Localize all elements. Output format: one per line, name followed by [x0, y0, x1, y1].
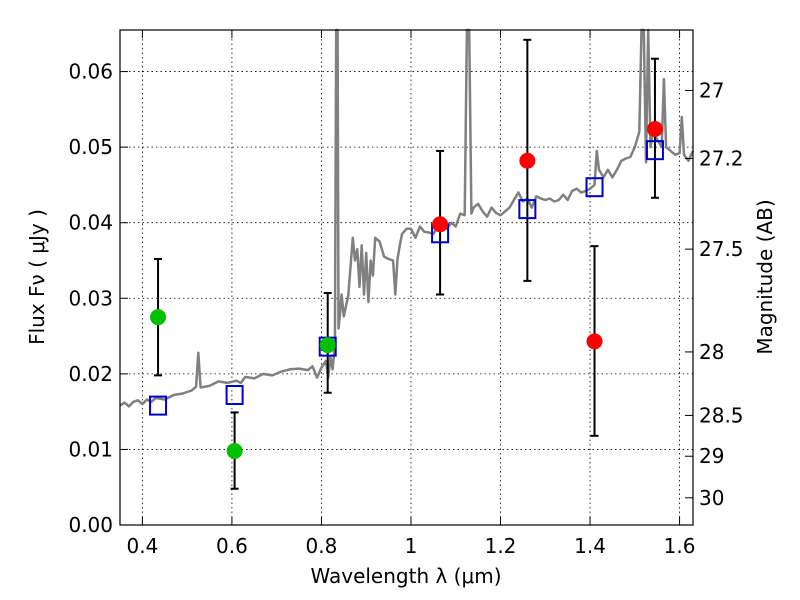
- right-tick-label: 28.5: [699, 403, 744, 427]
- spectrum-series: [119, 28, 695, 408]
- model-flux-square: [149, 395, 168, 416]
- model-flux-square: [518, 199, 537, 220]
- right-tick-label: 27.5: [699, 237, 744, 261]
- axis-ticks: 0.4 0.6 0.8 1 1.2 1.4 1.6 0.00 0.01 0.02 0.03 0.04 0…: [68, 30, 744, 558]
- y-tick-label: 0.01: [68, 437, 113, 461]
- observed-flux-point: [319, 337, 336, 354]
- observed-flux-point: [519, 152, 536, 169]
- x-tick-label: 1.6: [664, 534, 696, 558]
- data-markers: [149, 121, 664, 459]
- observed-flux-point: [226, 442, 243, 459]
- observed-flux-point: [586, 333, 603, 350]
- x-tick-label: 0.6: [216, 534, 248, 558]
- right-tick-label: 27.2: [699, 146, 744, 170]
- x-tick-label: 1.2: [485, 534, 517, 558]
- observed-flux-point: [646, 121, 663, 137]
- model-flux-square: [645, 140, 664, 161]
- model-flux-square: [225, 385, 244, 406]
- x-tick-label: 1: [405, 534, 418, 558]
- y-tick-label: 0.03: [68, 286, 113, 310]
- right-axis-label: Magnitude (AB): [753, 199, 777, 354]
- plot-background: [120, 30, 693, 525]
- y-tick-label: 0.00: [68, 513, 113, 537]
- y-axis-label: Flux Fν ( μJy ): [25, 209, 49, 345]
- right-tick-label: 28: [699, 340, 724, 364]
- y-tick-label: 0.04: [68, 211, 113, 235]
- observed-flux-point: [432, 216, 449, 233]
- y-tick-label: 0.02: [68, 362, 113, 386]
- right-tick-label: 29: [699, 444, 724, 468]
- x-tick-label: 0.8: [306, 534, 338, 558]
- spectrum-line: [119, 28, 695, 408]
- y-tick-label: 0.05: [68, 135, 113, 159]
- y-tick-label: 0.06: [68, 60, 113, 84]
- right-tick-label: 30: [699, 486, 724, 510]
- x-axis-label: Wavelength λ (μm): [310, 564, 501, 588]
- model-flux-square: [585, 177, 604, 198]
- plot-frame: [119, 29, 694, 526]
- x-tick-label: 0.4: [126, 534, 158, 558]
- observed-flux-point: [150, 309, 167, 326]
- x-tick-label: 1.4: [574, 534, 606, 558]
- right-tick-label: 27: [699, 78, 724, 102]
- grid: [120, 30, 693, 525]
